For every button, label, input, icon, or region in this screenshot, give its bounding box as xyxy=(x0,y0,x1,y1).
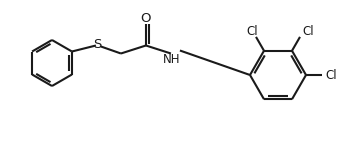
Text: Cl: Cl xyxy=(302,25,314,38)
Text: Cl: Cl xyxy=(325,69,337,82)
Text: S: S xyxy=(93,38,101,51)
Text: NH: NH xyxy=(163,53,181,66)
Text: O: O xyxy=(141,12,151,25)
Text: Cl: Cl xyxy=(246,25,258,38)
